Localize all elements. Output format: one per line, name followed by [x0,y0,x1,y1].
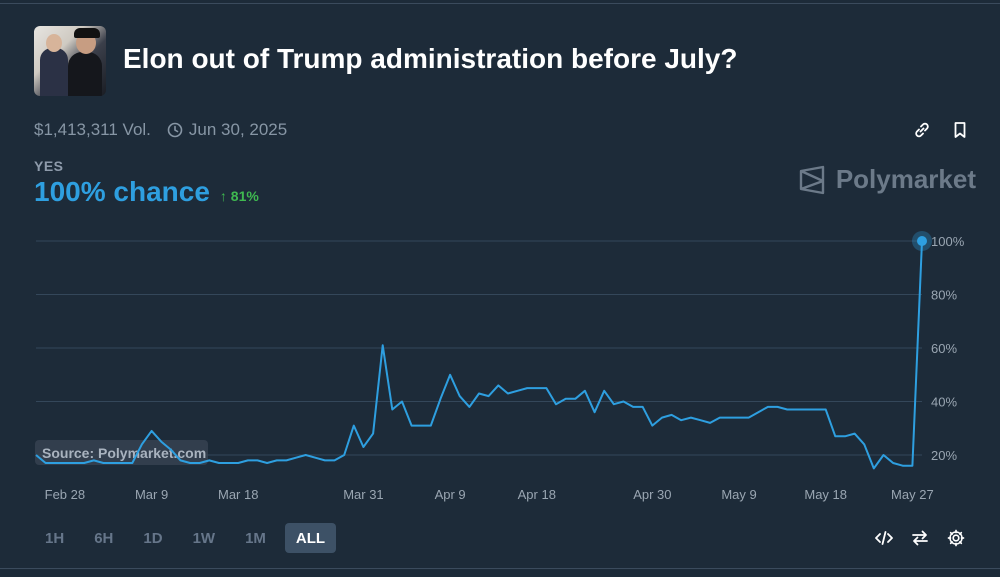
chance-delta-value: 81% [230,188,259,204]
chance-value: 100% chance [34,176,210,207]
current-point [917,236,927,246]
clock-icon [167,122,183,138]
source-watermark: Source: Polymarket.com [35,440,208,465]
range-1m[interactable]: 1M [245,529,266,547]
y-tick-label: 40% [931,395,957,410]
link-icon[interactable] [912,120,932,140]
x-tick-label: May 27 [891,487,934,502]
chance-delta: ↑ 81% [220,188,259,204]
range-1h[interactable]: 1H [45,529,65,547]
y-axis-ticks: 20% 40% 60% 80% 100% [931,234,965,463]
x-tick-label: Apr 30 [633,487,671,502]
y-tick-label: 20% [931,448,957,463]
settings-icon[interactable] [946,528,966,548]
range-1d[interactable]: 1D [143,529,163,547]
x-axis-ticks: Feb 28 Mar 9 Mar 18 Mar 31 Apr 9 Apr 18 Apr 30… [45,487,934,502]
chart-grid [36,240,922,456]
source-label: Source: Polymarket.com [42,445,206,461]
swap-icon[interactable] [910,528,930,548]
polymarket-logo-icon [799,165,825,194]
market-title: Elon out of Trump administration before … [123,43,738,74]
end-date-text: Jun 30, 2025 [188,120,288,139]
bookmark-icon[interactable] [950,120,970,140]
x-tick-label: Mar 31 [343,487,383,502]
embed-code-icon[interactable] [874,528,894,548]
polymarket-logo: Polymarket [798,164,976,195]
time-range-selector: 1H 6H 1D 1W 1M ALL [34,523,337,553]
x-tick-label: Apr 9 [435,487,466,502]
top-divider [0,3,1000,4]
y-tick-label: 100% [931,234,965,249]
x-tick-label: Apr 18 [518,487,556,502]
y-tick-label: 80% [931,288,957,303]
series-line [35,240,923,470]
chance-row: 100% chance ↑ 81% [34,176,259,208]
brand-name: Polymarket [835,164,976,194]
x-tick-label: May 9 [721,487,756,502]
arrow-up-icon: ↑ [219,188,227,204]
range-6h[interactable]: 6H [94,529,114,547]
outcome-label: YES [34,158,64,174]
x-tick-label: May 18 [804,487,847,502]
x-tick-label: Mar 9 [135,487,168,502]
range-all[interactable]: ALL [284,523,337,553]
series-line-group [35,231,932,470]
range-1w[interactable]: 1W [192,529,216,547]
market-thumbnail [34,26,106,96]
volume-text: $1,413,311 Vol. [34,120,151,139]
market-meta: $1,413,311 Vol. Jun 30, 2025 [34,120,287,140]
x-tick-label: Mar 18 [218,487,258,502]
x-tick-label: Feb 28 [45,487,85,502]
y-tick-label: 60% [931,341,957,356]
bottom-divider [0,568,1000,569]
